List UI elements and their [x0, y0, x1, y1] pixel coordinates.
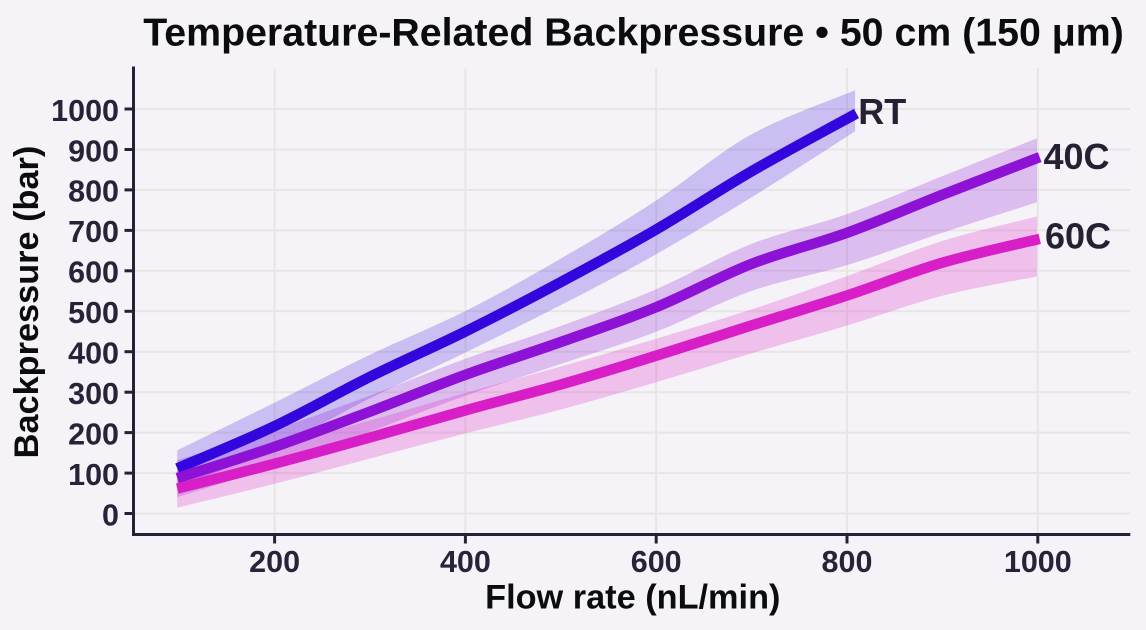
svg-text:200: 200 — [68, 417, 119, 451]
svg-text:300: 300 — [68, 377, 119, 411]
svg-text:700: 700 — [68, 215, 119, 249]
svg-text:Flow rate (nL/min): Flow rate (nL/min) — [485, 579, 780, 617]
svg-text:Temperature-Related Backpressu: Temperature-Related Backpressure • 50 cm… — [143, 11, 1124, 55]
svg-text:900: 900 — [68, 134, 119, 168]
svg-text:100: 100 — [68, 458, 119, 492]
svg-text:1000: 1000 — [51, 94, 119, 128]
svg-text:Backpressure (bar): Backpressure (bar) — [8, 146, 46, 459]
svg-text:600: 600 — [68, 256, 119, 290]
svg-text:RT: RT — [858, 91, 906, 132]
svg-text:200: 200 — [249, 545, 300, 579]
svg-text:400: 400 — [440, 545, 491, 579]
svg-text:800: 800 — [822, 545, 873, 579]
svg-text:600: 600 — [631, 545, 682, 579]
svg-text:0: 0 — [102, 498, 119, 532]
svg-text:1000: 1000 — [1004, 545, 1072, 579]
svg-text:800: 800 — [68, 175, 119, 209]
svg-text:40C: 40C — [1044, 136, 1110, 177]
svg-text:500: 500 — [68, 296, 119, 330]
svg-text:60C: 60C — [1045, 216, 1111, 257]
svg-text:400: 400 — [68, 337, 119, 371]
